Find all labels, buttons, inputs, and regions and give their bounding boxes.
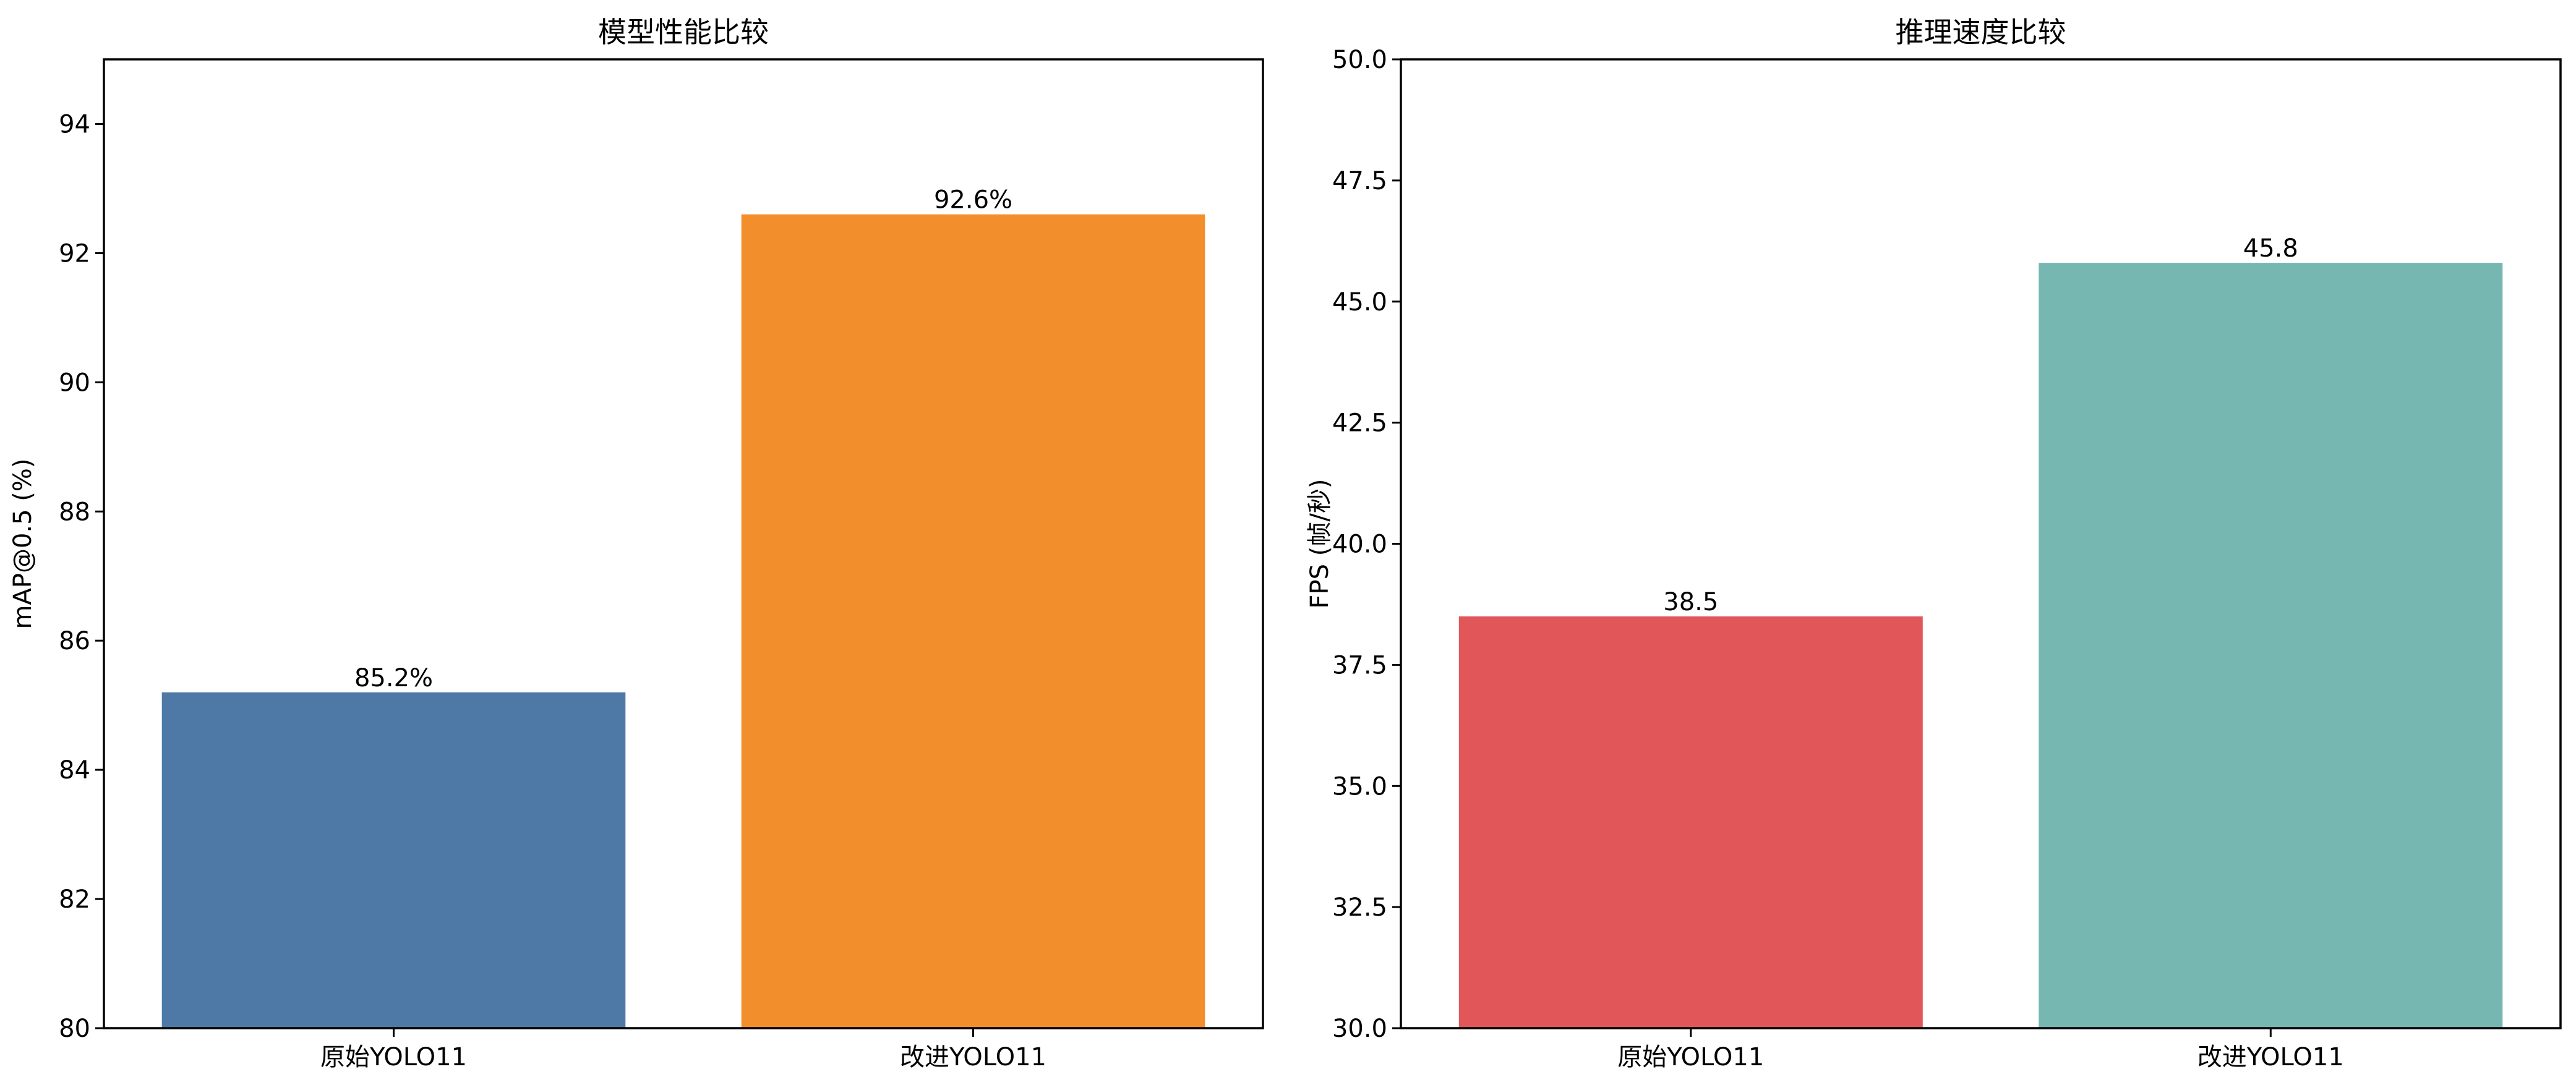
bar-value-label-2: 45.8 xyxy=(2243,234,2298,263)
bar-2 xyxy=(741,214,1205,1029)
y-axis-label: FPS (帧/秒) xyxy=(1306,479,1334,609)
y-tick-label: 80 xyxy=(59,1015,90,1043)
chart-title: 推理速度比较 xyxy=(1896,15,2066,49)
bar-value-label-1: 85.2% xyxy=(354,664,433,692)
y-tick-label: 50.0 xyxy=(1332,46,1387,74)
bar-1 xyxy=(1458,616,1923,1028)
chart-panel-1: 85.2% 92.6% 80 82 84 86 88 90 92 94 原始YOLO11 改进YOLO… xyxy=(9,15,1264,1071)
y-tick-label: 42.5 xyxy=(1332,409,1387,438)
x-tick-label: 原始YOLO11 xyxy=(320,1043,467,1071)
x-tick-label: 改进YOLO11 xyxy=(900,1043,1046,1071)
x-tick-label: 原始YOLO11 xyxy=(1617,1043,1764,1071)
y-tick-label: 86 xyxy=(59,627,90,655)
chart-panel-2: 38.5 45.8 30.0 32.5 35.0 37.5 40.0 42.5 45.0 47.5… xyxy=(1306,15,2562,1071)
bar-1 xyxy=(161,692,626,1028)
y-tick-label: 32.5 xyxy=(1332,893,1387,922)
bar-value-label-1: 38.5 xyxy=(1663,588,1718,616)
y-axis-label: mAP@0.5 (%) xyxy=(9,459,37,629)
y-tick-label: 45.0 xyxy=(1332,288,1387,317)
chart-title: 模型性能比较 xyxy=(598,15,769,49)
x-tick-label: 改进YOLO11 xyxy=(2197,1043,2344,1071)
y-tick-label: 37.5 xyxy=(1332,651,1387,679)
y-tick-label: 88 xyxy=(59,498,90,526)
plot-frame xyxy=(103,58,1264,1029)
y-tick-label: 90 xyxy=(59,368,90,397)
y-tick-label: 84 xyxy=(59,756,90,785)
y-tick-label: 30.0 xyxy=(1332,1015,1387,1043)
y-tick-label: 92 xyxy=(59,239,90,268)
y-tick-label: 35.0 xyxy=(1332,772,1387,801)
bar-2 xyxy=(2039,263,2503,1029)
y-tick-label: 40.0 xyxy=(1332,530,1387,559)
bar-value-label-2: 92.6% xyxy=(934,186,1012,215)
y-tick-label: 47.5 xyxy=(1332,167,1387,195)
y-tick-label: 94 xyxy=(59,111,90,139)
y-tick-label: 82 xyxy=(59,885,90,914)
